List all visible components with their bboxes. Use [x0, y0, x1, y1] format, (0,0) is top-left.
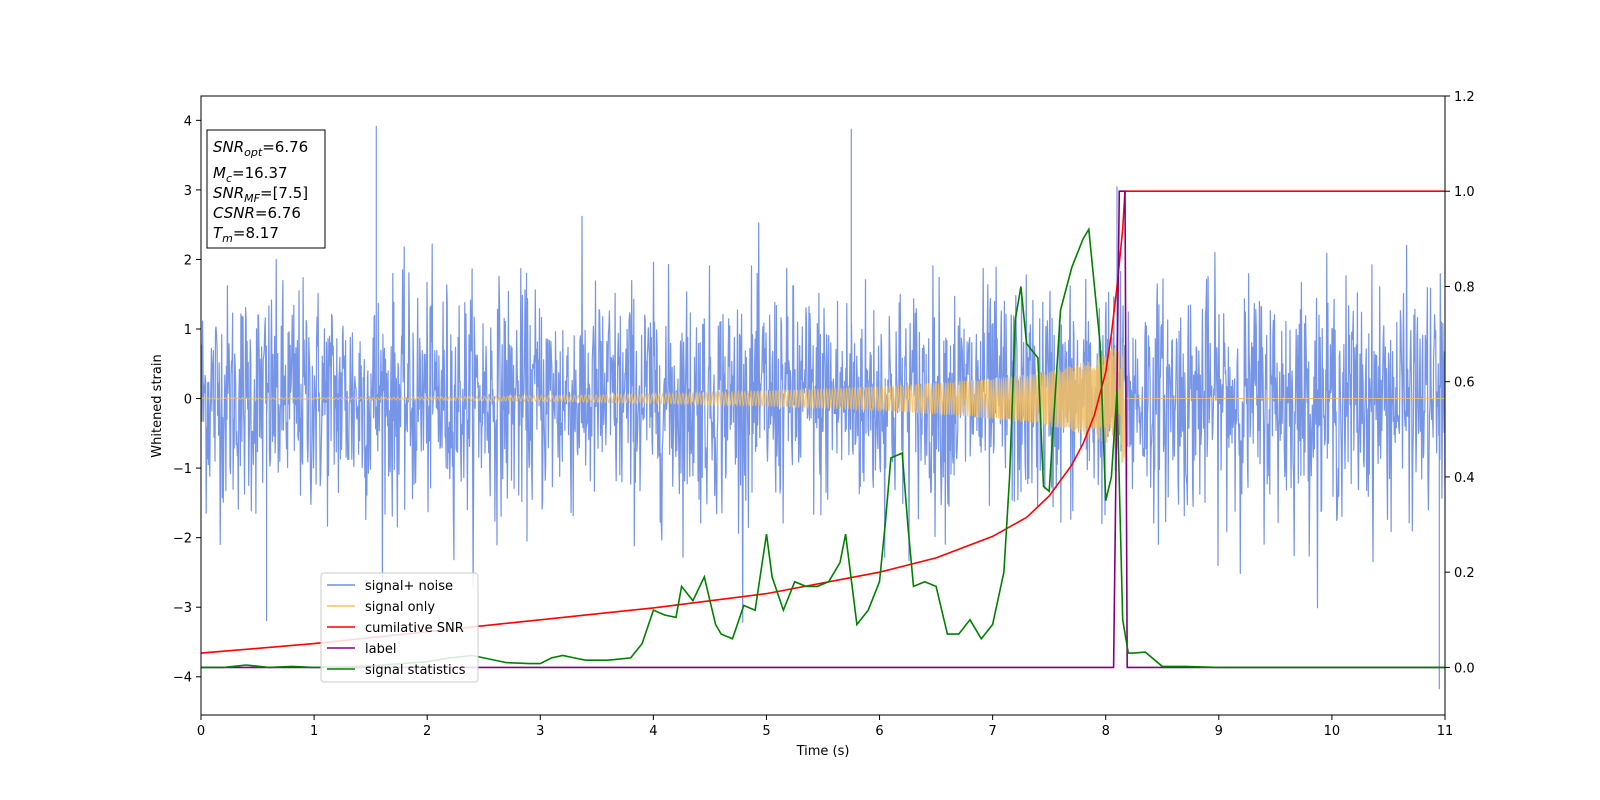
- x-tick-label: 8: [1102, 724, 1110, 739]
- info-csnr: CSNR=6.76: [213, 204, 301, 222]
- info-tm: Tm=8.17: [213, 224, 279, 245]
- series-signal-noise: [201, 125, 1445, 690]
- legend-label-label: label: [365, 642, 396, 657]
- y-right-tick-label: 1.2: [1454, 90, 1475, 105]
- y-right-tick-label: 0.2: [1454, 566, 1475, 581]
- x-tick-label: 10: [1324, 724, 1341, 739]
- series-signal-statistics: [201, 226, 1445, 669]
- legend-label-cumulative-snr: cumilative SNR: [365, 621, 464, 636]
- x-tick-label: 9: [1215, 724, 1223, 739]
- y-axis-label: Whitened strain: [150, 354, 165, 457]
- y-left-tick-label: 1: [184, 323, 192, 338]
- legend-frame: [320, 572, 479, 683]
- legend-label-signal-statistics: signal statistics: [365, 663, 466, 678]
- y-left-tick-label: 3: [184, 184, 192, 199]
- plot-frame: [200, 95, 1446, 716]
- x-tick-label: 6: [875, 724, 883, 739]
- series-signal-only: [201, 337, 1445, 464]
- y-left-tick-label: −3: [173, 601, 192, 616]
- x-tick-label: 3: [536, 724, 544, 739]
- series-layer: [201, 125, 1445, 690]
- series-cumulative-snr: [201, 190, 1445, 654]
- y-left-tick-label: −4: [173, 671, 192, 686]
- y-right-tick-label: 1.0: [1454, 185, 1475, 200]
- info-box-frame: [206, 129, 326, 249]
- y-left-tick-label: 2: [184, 253, 192, 268]
- y-right-tick-label: 0.6: [1454, 376, 1475, 391]
- y-left-tick-label: −1: [173, 462, 192, 477]
- info-mc: Mc=16.37: [213, 164, 288, 185]
- x-tick-label: 5: [762, 724, 770, 739]
- x-axis: 0 1 2 3 4 5 6 7 8 9 10 11: [197, 715, 1453, 739]
- info-snr-opt: SNRopt=6.76: [213, 138, 308, 159]
- legend-label-signal-only: signal only: [365, 600, 435, 615]
- info-snr-mf: SNRMF=[7.5]: [213, 184, 308, 205]
- legend: signal+ noise signal only cumilative SNR…: [320, 572, 479, 683]
- x-tick-label: 4: [649, 724, 657, 739]
- y-axis-left: 4 3 2 1 0 −1 −2 −3 −4: [173, 114, 201, 686]
- y-right-tick-label: 0.0: [1454, 661, 1475, 676]
- x-tick-label: 0: [197, 724, 205, 739]
- x-tick-label: 1: [310, 724, 318, 739]
- legend-label-signal-noise: signal+ noise: [365, 579, 453, 594]
- y-right-tick-label: 0.4: [1454, 471, 1475, 486]
- info-box: SNRopt=6.76 Mc=16.37 SNRMF=[7.5] CSNR=6.…: [206, 129, 326, 249]
- x-tick-label: 2: [423, 724, 431, 739]
- y-left-tick-label: 0: [184, 393, 192, 408]
- x-axis-label: Time (s): [796, 744, 850, 759]
- series-label: [201, 190, 1445, 669]
- x-tick-label: 11: [1437, 724, 1454, 739]
- y-left-tick-label: 4: [184, 114, 192, 129]
- x-tick-label: 7: [988, 724, 996, 739]
- y-right-tick-label: 0.8: [1454, 280, 1475, 295]
- y-left-tick-label: −2: [173, 532, 192, 547]
- y-axis-right: 1.2 1.0 0.8 0.6 0.4 0.2 0.0: [1445, 90, 1475, 676]
